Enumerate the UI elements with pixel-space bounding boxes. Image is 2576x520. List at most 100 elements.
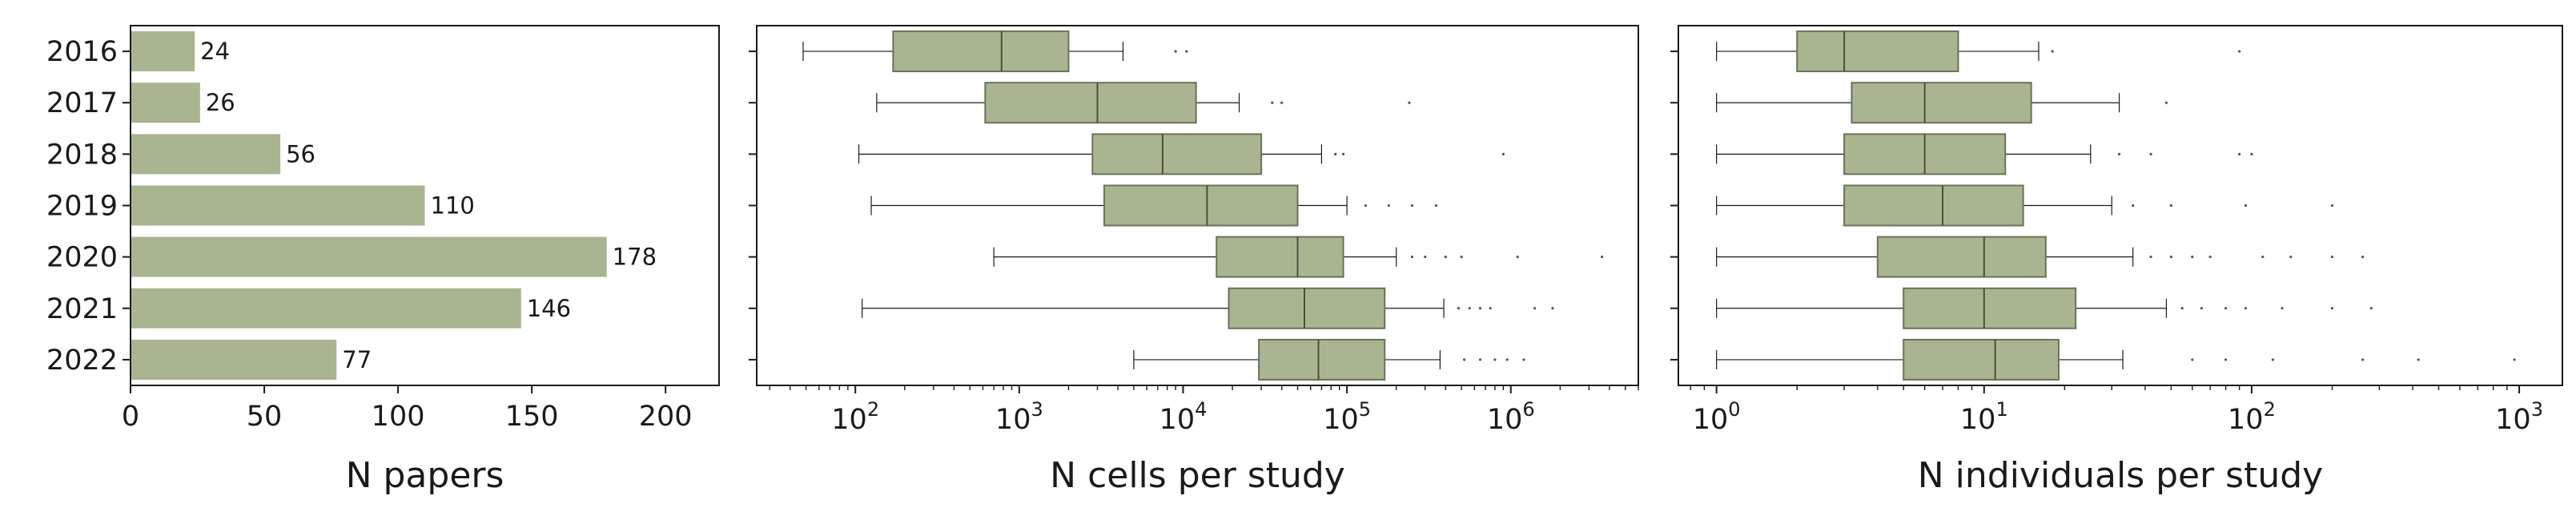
bar-value-label: 110: [431, 192, 475, 220]
x-tick-label-base: 10: [995, 404, 1031, 436]
y-tick-label-year: 2022: [46, 345, 118, 377]
outlier-point: [2244, 307, 2248, 310]
outlier-point: [1551, 307, 1554, 310]
outlier-point: [1533, 307, 1537, 310]
outlier-point: [1434, 204, 1438, 208]
outlier-point: [2132, 204, 2135, 208]
outlier-point: [2169, 256, 2172, 259]
box-iqr: [1258, 338, 1386, 381]
outlier-point: [2417, 358, 2420, 361]
x-tick-label: 0: [122, 401, 139, 433]
x-tick-label-base: 10: [831, 404, 867, 436]
bar-value-label: 146: [527, 295, 571, 322]
x-tick-label-base: 10: [1487, 404, 1523, 436]
outlier-point: [2191, 358, 2194, 361]
outlier-point: [1501, 152, 1505, 155]
outlier-point: [1478, 358, 1482, 361]
x-tick-label: 100: [372, 401, 425, 433]
x-tick-label-exponent: 2: [2264, 398, 2276, 421]
box-iqr: [1796, 30, 1959, 73]
box-iqr: [1903, 338, 2060, 381]
x-tick-label-base: 10: [2228, 404, 2264, 436]
bar: [131, 185, 425, 226]
outlier-point: [1478, 307, 1482, 310]
box-iqr: [984, 82, 1197, 124]
x-tick-label-exponent: 3: [1031, 398, 1043, 421]
bar: [131, 236, 607, 277]
outlier-point: [1457, 307, 1461, 310]
outlier-point: [1505, 358, 1509, 361]
bar-value-label: 26: [206, 89, 235, 116]
box-iqr: [1851, 82, 2032, 124]
box-iqr: [1228, 287, 1386, 329]
outlier-point: [1408, 101, 1411, 104]
box-iqr: [1091, 133, 1263, 175]
outlier-point: [1387, 204, 1390, 208]
y-tick-label-year: 2018: [46, 139, 118, 171]
y-tick-label-year: 2016: [46, 36, 118, 68]
outlier-point: [1341, 152, 1345, 155]
outlier-point: [1444, 256, 1447, 259]
bar: [131, 83, 200, 123]
x-tick-label: 101: [1960, 398, 2008, 436]
outlier-point: [2361, 358, 2365, 361]
x-tick-label: 102: [831, 398, 879, 436]
x-tick-label-exponent: 5: [1359, 398, 1371, 421]
papers-per-year-bar-chart: 24 2016 26 2017 56 2018 110 2019 178 2020 146 2021 7…: [46, 25, 720, 496]
outlier-point: [2250, 152, 2253, 155]
box-iqr: [892, 30, 1070, 73]
outlier-point: [2238, 50, 2241, 53]
box-iqr: [1903, 287, 2077, 329]
outlier-point: [2117, 152, 2121, 155]
x-tick-label-exponent: 1: [1995, 398, 2007, 421]
y-tick-label-year: 2017: [46, 87, 118, 119]
y-tick-label-year: 2021: [46, 293, 118, 325]
outlier-point: [1364, 204, 1368, 208]
x-tick-label-exponent: 6: [1522, 398, 1534, 421]
bar-value-label: 24: [200, 38, 230, 65]
outlier-point: [2200, 307, 2204, 310]
bar-value-label: 77: [342, 346, 372, 373]
outlier-point: [2330, 307, 2334, 310]
x-tick-label-exponent: 4: [1195, 398, 1207, 421]
x-tick-label-exponent: 3: [2531, 398, 2543, 421]
outlier-point: [1601, 256, 1604, 259]
bar-value-label: 178: [613, 244, 657, 271]
outlier-point: [1185, 50, 1188, 53]
outlier-point: [2224, 358, 2228, 361]
outlier-point: [2224, 307, 2228, 310]
outlier-point: [1334, 152, 1337, 155]
outlier-point: [2238, 152, 2241, 155]
outlier-point: [2281, 307, 2284, 310]
outlier-point: [2208, 256, 2212, 259]
y-tick-label-year: 2020: [46, 242, 118, 274]
outlier-point: [1522, 358, 1525, 361]
outlier-point: [1493, 358, 1497, 361]
outlier-point: [1516, 256, 1519, 259]
x-axis-label: N individuals per study: [1918, 455, 2323, 496]
outlier-point: [2149, 256, 2152, 259]
outlier-point: [2330, 256, 2334, 259]
outlier-point: [2330, 204, 2334, 208]
bar: [131, 134, 281, 175]
x-tick-label: 50: [247, 401, 283, 433]
x-axis-label: N papers: [346, 455, 504, 496]
outlier-point: [1280, 101, 1284, 104]
outlier-point: [1410, 204, 1414, 208]
bar: [131, 339, 337, 380]
x-tick-label: 104: [1159, 398, 1208, 436]
x-tick-label: 102: [2228, 398, 2276, 436]
outlier-point: [2191, 256, 2194, 259]
outlier-point: [1463, 358, 1466, 361]
outlier-point: [2289, 256, 2293, 259]
x-tick-label-base: 10: [1693, 404, 1729, 436]
outlier-point: [2261, 256, 2265, 259]
y-tick-label-year: 2019: [46, 191, 118, 223]
outlier-point: [2164, 101, 2168, 104]
outlier-point: [1174, 50, 1177, 53]
outlier-point: [2051, 50, 2054, 53]
outlier-point: [1424, 256, 1427, 259]
x-tick-label-base: 10: [1323, 404, 1359, 436]
